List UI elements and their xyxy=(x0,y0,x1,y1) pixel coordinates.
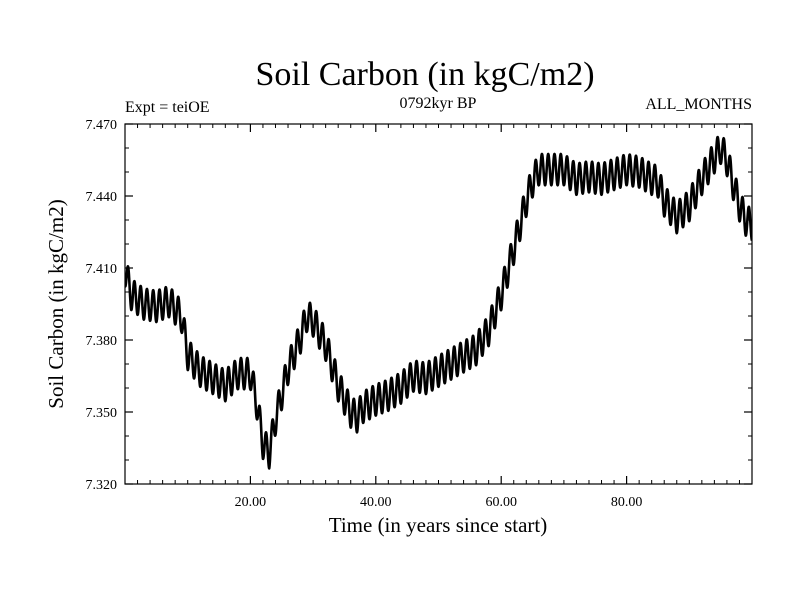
y-tick-label: 7.380 xyxy=(86,334,118,349)
y-tick-label: 7.350 xyxy=(86,406,118,421)
x-axis-label: Time (in years since start) xyxy=(329,513,548,537)
axes: 20.00 40.00 60.00 80.00 7.320 7.350 7.380 7.410… xyxy=(86,118,753,510)
y-axis-label: Soil Carbon (in kgC/m2) xyxy=(44,199,68,408)
y-tick-label: 7.440 xyxy=(86,190,118,205)
y-tick-label: 7.470 xyxy=(86,118,118,133)
series-line-0 xyxy=(125,135,752,470)
experiment-label: Expt = teiOE xyxy=(125,99,210,116)
y-tick-label: 7.320 xyxy=(86,478,118,493)
x-tick-label: 40.00 xyxy=(360,495,392,510)
x-tick-label: 60.00 xyxy=(485,495,517,510)
x-tick-label: 80.00 xyxy=(611,495,643,510)
plot-frame xyxy=(124,123,753,485)
chart-title: Soil Carbon (in kgC/m2) xyxy=(255,56,594,93)
months-label: ALL_MONTHS xyxy=(645,96,752,113)
period-label: 0792kyr BP xyxy=(400,95,477,112)
x-tick-label: 20.00 xyxy=(235,495,267,510)
y-tick-label: 7.410 xyxy=(86,262,118,277)
plot-area xyxy=(125,135,752,470)
minor-ticks xyxy=(125,124,752,484)
